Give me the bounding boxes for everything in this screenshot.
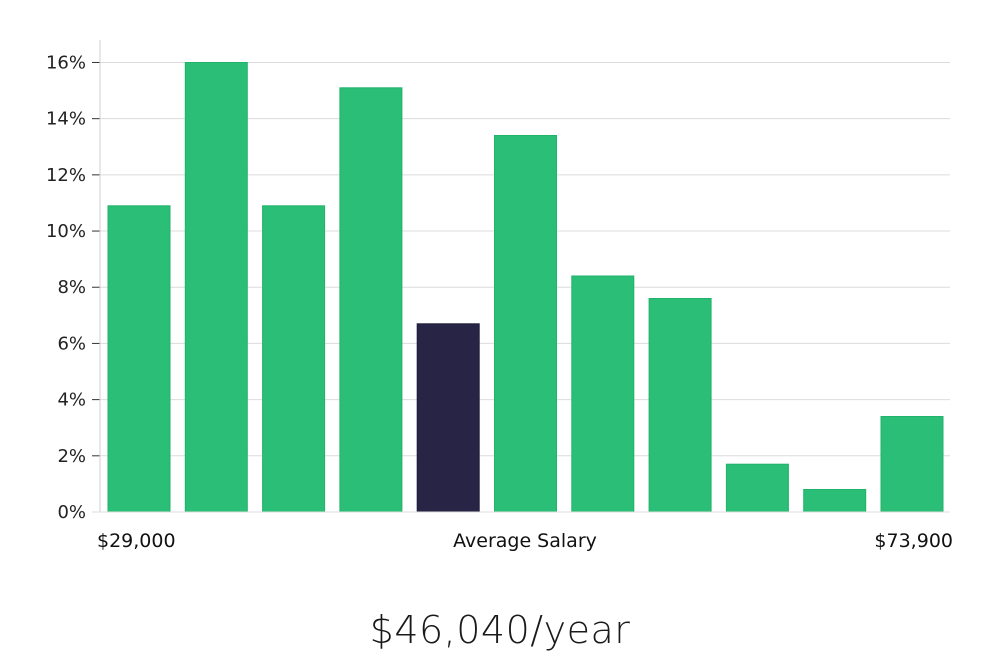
y-tick-label: 8% xyxy=(57,277,86,298)
y-tick-label: 14% xyxy=(46,109,86,130)
average-salary-value: $46,040/year xyxy=(369,608,631,652)
histogram-bar-highlighted xyxy=(416,323,480,513)
histogram-bar xyxy=(494,135,557,513)
y-tick-label: 4% xyxy=(57,390,86,411)
y-tick-label: 16% xyxy=(46,52,86,73)
histogram-bar xyxy=(571,275,635,513)
axes: 0% 2% 4% 6% 8% 10% 12% 14% 16% xyxy=(46,40,950,523)
bars xyxy=(107,62,944,513)
histogram-bar xyxy=(184,62,248,513)
histogram-bar xyxy=(803,489,867,513)
x-max-label: $73,900 xyxy=(874,530,953,552)
histogram-bar xyxy=(725,463,789,513)
y-tick-label: 12% xyxy=(46,165,86,186)
y-tick-label: 6% xyxy=(57,333,86,354)
histogram-bar xyxy=(880,416,944,513)
x-axis-title: Average Salary xyxy=(453,530,597,552)
histogram-bar xyxy=(339,87,403,513)
y-tick-label: 0% xyxy=(57,502,86,523)
salary-histogram: 0% 2% 4% 6% 8% 10% 12% 14% 16% $29,000 Average S… xyxy=(46,40,953,552)
histogram-bar xyxy=(262,205,326,513)
y-tick-label: 10% xyxy=(46,221,86,242)
histogram-bar xyxy=(648,298,712,513)
x-min-label: $29,000 xyxy=(97,530,176,552)
histogram-bar xyxy=(107,205,171,513)
y-tick-label: 2% xyxy=(57,446,86,467)
axis-labels: $29,000 Average Salary $73,900 xyxy=(97,530,953,552)
chart-canvas: 0% 2% 4% 6% 8% 10% 12% 14% 16% $29,000 Average S… xyxy=(46,40,953,552)
